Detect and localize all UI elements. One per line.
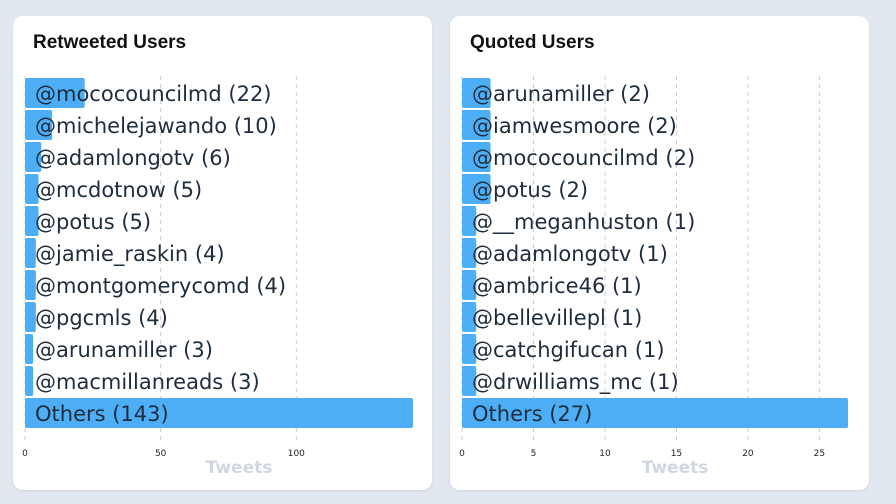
x-axis-title: Tweets xyxy=(206,458,273,478)
x-tick-label: 100 xyxy=(288,449,305,459)
bar-label: @adamlongotv (6) xyxy=(35,146,231,170)
quoted-users-card: Quoted Users 0 5 10 15 20 25 @arunamiller (2) @… xyxy=(450,16,869,490)
bar xyxy=(462,334,477,364)
bar xyxy=(25,398,413,428)
chart-title: Quoted Users xyxy=(470,32,595,53)
bar-label: @arunamiller (3) xyxy=(35,338,213,362)
bar-label: @arunamiller (2) xyxy=(472,82,650,106)
bar xyxy=(462,142,491,172)
bar xyxy=(25,270,36,300)
bar-label: @drwilliams_mc (1) xyxy=(472,370,679,395)
bar-label: @potus (5) xyxy=(35,210,151,234)
bar xyxy=(462,174,491,204)
bar-label: @mcdotnow (5) xyxy=(35,178,202,202)
bar-label: @ambrice46 (1) xyxy=(472,274,642,298)
bar xyxy=(25,110,53,140)
bar-label: Others (143) xyxy=(35,402,169,426)
bar-label: @adamlongotv (1) xyxy=(472,242,668,266)
x-tick-label: 10 xyxy=(599,449,611,459)
quoted-users-chart: 0 5 10 15 20 25 @arunamiller (2) @iamwesmoore (… xyxy=(459,76,848,478)
bar-label: @iamwesmoore (2) xyxy=(472,114,677,138)
bar xyxy=(25,302,36,332)
bar xyxy=(462,238,477,268)
bar xyxy=(25,206,39,236)
bar xyxy=(462,270,477,300)
bar xyxy=(462,110,491,140)
bar-label: @pgcmls (4) xyxy=(35,306,168,330)
bar xyxy=(25,334,34,364)
bar xyxy=(462,302,477,332)
bar xyxy=(462,366,477,396)
chart-title: Retweeted Users xyxy=(33,32,187,53)
x-tick-label: 0 xyxy=(459,449,465,459)
bar-label: @jamie_raskin (4) xyxy=(35,242,225,267)
x-tick-label: 25 xyxy=(814,449,825,459)
x-tick-label: 5 xyxy=(531,449,537,459)
bar xyxy=(462,78,491,108)
bar xyxy=(462,206,477,236)
x-axis-title: Tweets xyxy=(642,458,709,478)
bar-label: @__meganhuston (1) xyxy=(472,210,695,235)
retweeted-users-card: Retweeted Users 0 50 100 @mococouncilmd (22… xyxy=(13,16,432,490)
x-tick-label: 15 xyxy=(671,449,682,459)
x-tick-label: 50 xyxy=(155,449,167,459)
bar-label: @catchgifucan (1) xyxy=(472,338,665,362)
bar-label: @michelejawando (10) xyxy=(35,114,277,138)
bar xyxy=(25,238,36,268)
bar-label: @potus (2) xyxy=(472,178,588,202)
bar xyxy=(25,174,39,204)
x-tick-label: 20 xyxy=(742,449,754,459)
x-tick-label: 0 xyxy=(22,449,28,459)
bar-label: @mococouncilmd (2) xyxy=(472,146,695,170)
bar-label: @mococouncilmd (22) xyxy=(35,82,272,106)
bar-label: @macmillanreads (3) xyxy=(35,370,260,394)
bar-label: @montgomerycomd (4) xyxy=(35,274,286,298)
bar xyxy=(25,142,42,172)
bar xyxy=(462,398,848,428)
bar-label: @bellevillepl (1) xyxy=(472,306,642,330)
bar xyxy=(25,366,34,396)
retweeted-users-chart: 0 50 100 @mococouncilmd (22) @michelejawando… xyxy=(22,76,413,478)
bar-label: Others (27) xyxy=(472,402,592,426)
bar xyxy=(25,78,85,108)
